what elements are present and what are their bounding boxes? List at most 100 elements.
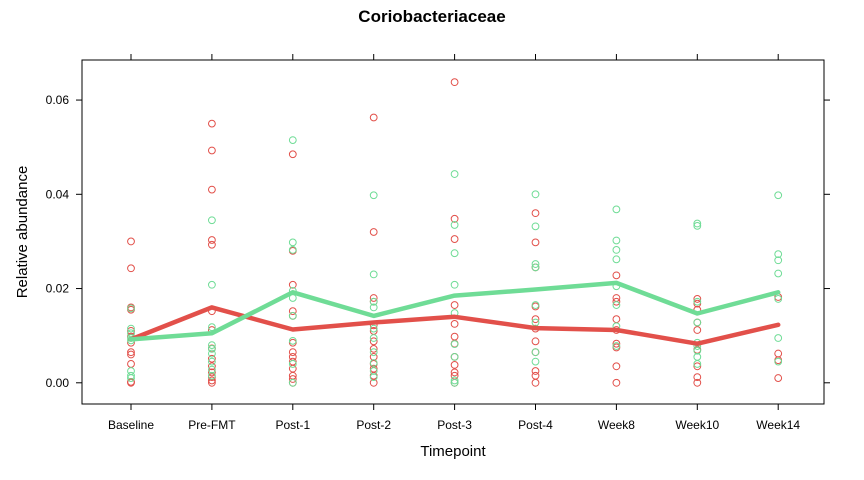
green-point: [450, 340, 459, 349]
axis-ticks: [76, 54, 830, 410]
red-point: [693, 326, 702, 334]
red-point: [450, 319, 459, 328]
green-point: [450, 376, 459, 385]
red-point: [208, 236, 216, 244]
red-point: [369, 344, 378, 353]
green-point: [208, 341, 216, 349]
red-point: [531, 315, 540, 324]
green-point: [531, 260, 540, 268]
y-tick-label: 0.04: [46, 187, 70, 201]
red-point: [612, 362, 621, 371]
red-point: [288, 307, 297, 316]
red-point: [612, 297, 621, 306]
green-point: [450, 221, 459, 229]
green-point: [774, 269, 783, 278]
red-point: [531, 367, 540, 375]
x-tick-label: Post-2: [356, 418, 391, 432]
green-point: [369, 324, 378, 333]
green-point: [531, 348, 540, 357]
green-point: [450, 280, 459, 289]
green-point: [531, 301, 540, 309]
green-point: [369, 359, 378, 367]
red-point: [450, 78, 459, 87]
red-point: [369, 337, 378, 346]
x-tick-label: Post-1: [275, 418, 310, 432]
red-point: [693, 362, 702, 371]
x-tick-label: Baseline: [108, 418, 154, 432]
red-point: [450, 301, 459, 309]
green-point: [127, 374, 135, 382]
red-point: [288, 150, 297, 159]
green-point: [450, 352, 459, 361]
y-tick-label: 0.02: [46, 282, 70, 296]
red-point: [208, 376, 216, 385]
green-point: [612, 342, 621, 350]
y-tick-label: 0.06: [46, 93, 70, 107]
red-point: [531, 238, 540, 247]
red-point: [612, 378, 621, 387]
red-point: [208, 240, 216, 249]
red-point: [288, 348, 297, 357]
red-point: [531, 209, 540, 218]
red-point: [693, 295, 702, 303]
green-point: [288, 378, 297, 387]
green-point: [208, 280, 216, 289]
red-point: [774, 349, 783, 358]
green-point: [288, 360, 297, 368]
green-point: [612, 301, 621, 309]
green-point: [369, 303, 378, 312]
green-point: [369, 270, 378, 279]
red-point: [208, 354, 216, 363]
green-point: [774, 295, 783, 303]
mean-lines: [128, 280, 781, 346]
red-point: [369, 228, 378, 236]
green-point: [369, 373, 378, 382]
green-point: [208, 216, 216, 225]
green-point: [288, 246, 297, 254]
chart-title: Coriobacteriaceae: [358, 7, 505, 26]
red-point: [127, 360, 135, 368]
red-point: [612, 315, 621, 324]
red-point: [208, 119, 216, 128]
red-point: [369, 294, 378, 302]
green-point: [127, 371, 135, 380]
green-point: [450, 378, 459, 387]
y-axis-title: Relative abundance: [14, 166, 31, 299]
green-point: [208, 365, 216, 374]
green-point: [774, 191, 783, 200]
green-point: [531, 222, 540, 231]
green-point: [127, 304, 135, 313]
green-point: [127, 324, 135, 333]
green-point: [288, 336, 297, 345]
green-point: [369, 367, 378, 375]
red-point: [450, 332, 459, 341]
green-point: [612, 255, 621, 264]
green-point: [693, 346, 702, 355]
red-point: [450, 214, 459, 223]
green-point: [208, 371, 216, 380]
red-point: [208, 146, 216, 155]
red-point: [127, 350, 135, 359]
red-point: [288, 375, 297, 383]
x-tick-label: Pre-FMT: [188, 418, 236, 432]
green-point: [288, 311, 297, 320]
x-tick-label: Week14: [756, 418, 800, 432]
green-point: [288, 238, 297, 247]
x-tick-label: Post-4: [518, 418, 553, 432]
red-point: [450, 235, 459, 243]
red-point: [693, 378, 702, 387]
red-point: [208, 362, 216, 371]
green-point: [693, 219, 702, 228]
red-point: [693, 373, 702, 382]
green-point: [612, 205, 621, 214]
red-point: [612, 271, 621, 280]
red-point: [369, 113, 378, 122]
green-point: [208, 357, 216, 366]
red-point: [288, 280, 297, 289]
green-point: [693, 360, 702, 368]
green-point: [531, 190, 540, 199]
red-point: [127, 237, 135, 246]
x-tick-label: Week8: [598, 418, 635, 432]
green-point: [369, 297, 378, 306]
green-point: [288, 136, 297, 145]
